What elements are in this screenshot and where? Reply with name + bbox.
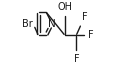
Text: F: F (82, 12, 88, 22)
Text: Br: Br (22, 19, 33, 29)
Text: F: F (74, 54, 79, 64)
Text: F: F (88, 30, 94, 40)
Text: N: N (48, 19, 56, 29)
Text: OH: OH (57, 2, 72, 12)
